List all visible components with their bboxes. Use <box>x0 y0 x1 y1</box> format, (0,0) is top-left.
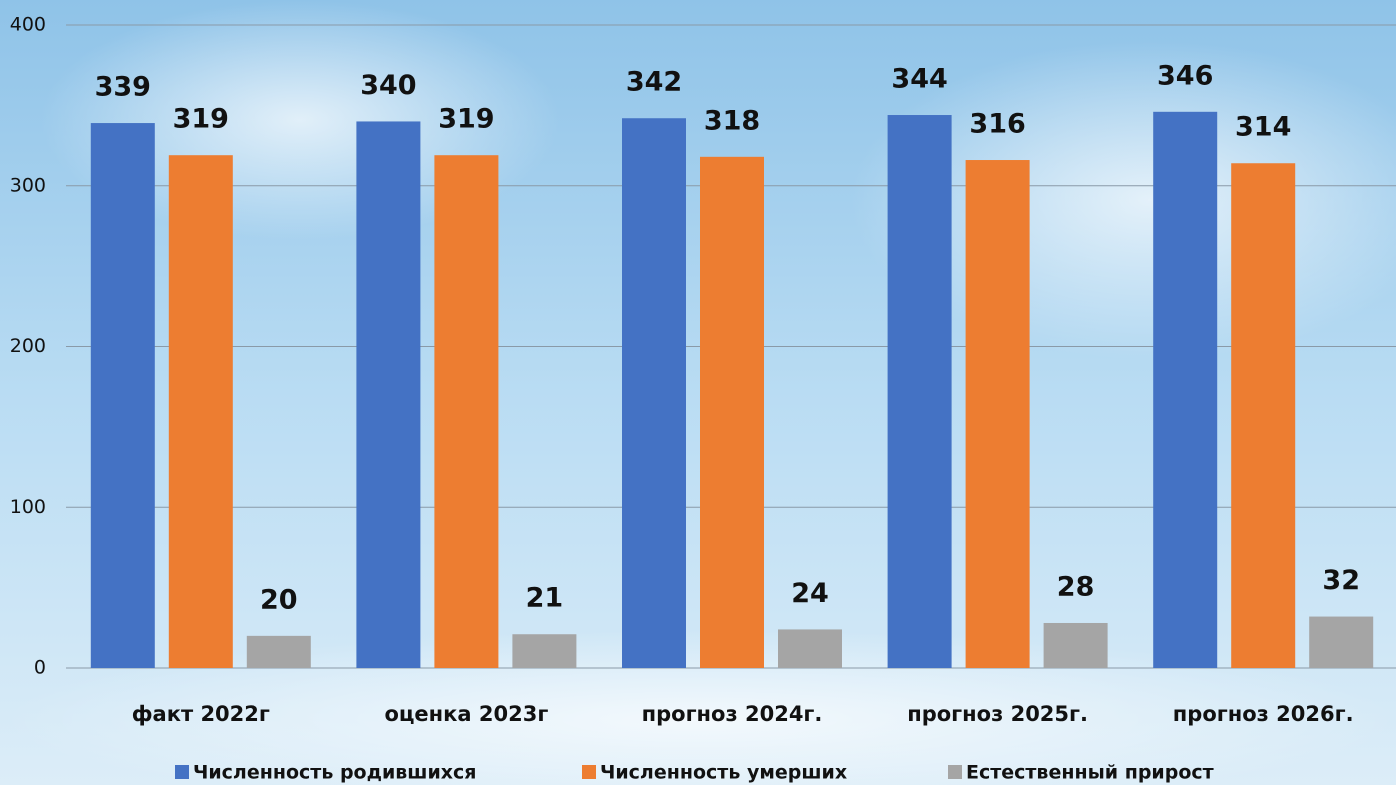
bar <box>512 634 576 668</box>
bar <box>966 160 1030 668</box>
value-label: 24 <box>791 578 829 609</box>
y-tick-label: 200 <box>10 335 46 357</box>
value-label: 32 <box>1322 565 1360 596</box>
bar <box>778 629 842 668</box>
x-tick-label: прогноз 2026г. <box>1173 702 1354 726</box>
legend-swatch <box>948 765 962 779</box>
bar <box>1044 623 1108 668</box>
legend-swatch <box>175 765 189 779</box>
bar <box>1309 617 1373 668</box>
legend-label: Естественный прирост <box>966 762 1214 784</box>
legend-swatch <box>582 765 596 779</box>
bar <box>1231 163 1295 668</box>
bar <box>169 155 233 668</box>
value-label: 342 <box>626 67 682 98</box>
value-label: 28 <box>1057 571 1095 602</box>
value-label: 346 <box>1157 60 1213 91</box>
x-tick-label: факт 2022г <box>132 702 270 726</box>
bar <box>247 636 311 668</box>
y-tick-label: 0 <box>34 657 46 679</box>
value-label: 340 <box>360 70 416 101</box>
value-label: 319 <box>173 104 229 135</box>
value-label: 339 <box>95 72 151 103</box>
bar <box>1153 112 1217 668</box>
value-label: 319 <box>438 104 494 135</box>
value-label: 314 <box>1235 112 1291 143</box>
chart: 0 100 200 300 400 факт 2022г 339 319 20 оценка 20… <box>0 0 1396 785</box>
bar <box>434 155 498 668</box>
y-tick-label: 100 <box>10 496 46 518</box>
bar <box>888 115 952 668</box>
bar <box>622 118 686 668</box>
bar <box>91 123 155 668</box>
x-tick-label: прогноз 2025г. <box>907 702 1088 726</box>
y-tick-label: 300 <box>10 174 46 196</box>
value-label: 344 <box>891 64 947 95</box>
value-label: 21 <box>526 583 564 614</box>
x-tick-label: оценка 2023г <box>384 702 548 726</box>
bar <box>356 121 420 668</box>
value-label: 316 <box>969 109 1025 140</box>
value-label: 20 <box>260 584 298 615</box>
legend-label: Численность родившихся <box>193 762 477 784</box>
legend-label: Численность умерших <box>600 762 847 784</box>
x-tick-label: прогноз 2024г. <box>642 702 823 726</box>
y-tick-label: 400 <box>10 14 46 36</box>
value-label: 318 <box>704 105 760 136</box>
bar <box>700 157 764 668</box>
